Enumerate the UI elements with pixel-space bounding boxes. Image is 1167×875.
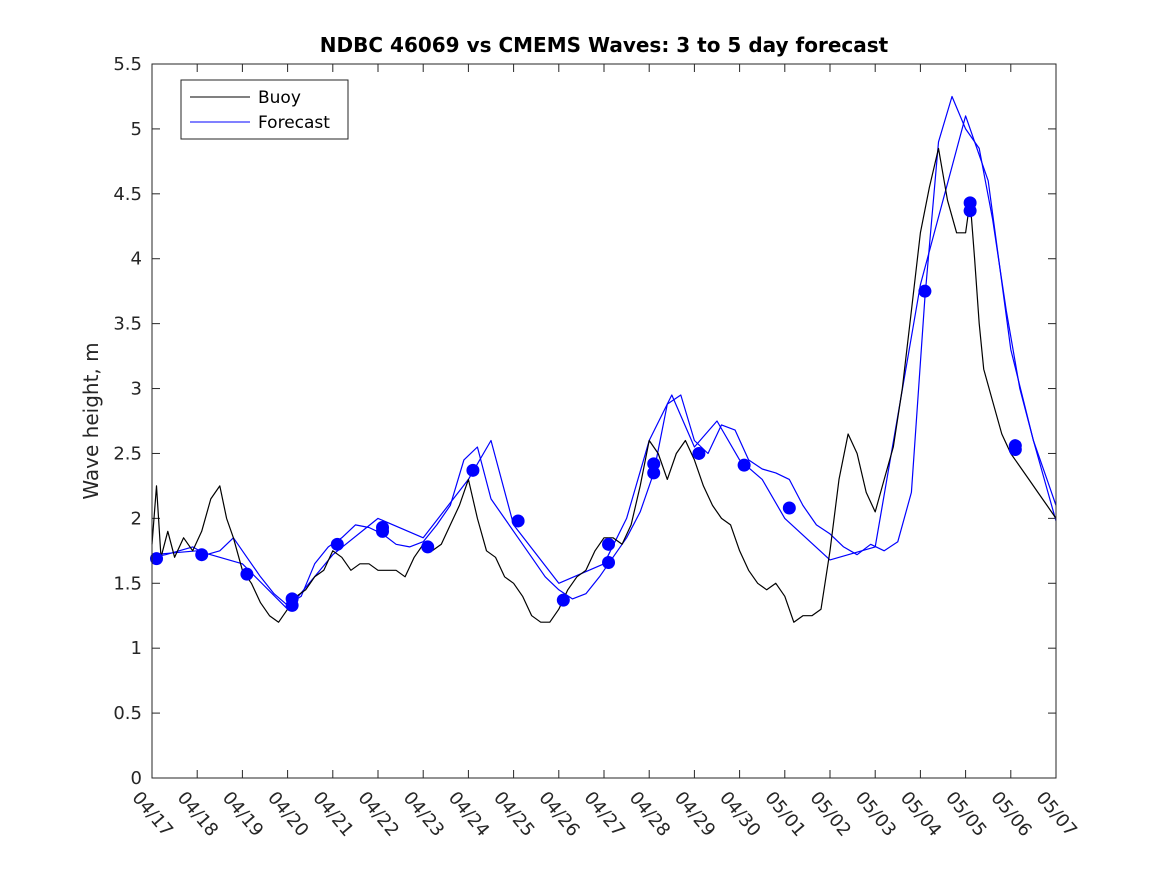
legend-buoy-label: Buoy xyxy=(258,88,301,108)
forecast-marker xyxy=(782,501,796,515)
forecast-marker xyxy=(963,196,977,210)
y-tick-label: 2.5 xyxy=(113,443,142,464)
y-tick-label: 1.5 xyxy=(113,573,142,594)
y-tick-label: 2 xyxy=(131,508,142,529)
y-tick-label: 4 xyxy=(131,249,142,270)
forecast-marker xyxy=(602,556,616,570)
forecast-marker xyxy=(602,537,616,551)
forecast-marker xyxy=(918,284,932,298)
legend: Buoy Forecast xyxy=(180,79,349,140)
forecast-marker xyxy=(195,548,209,562)
forecast-marker xyxy=(647,457,661,471)
y-tick-label: 5 xyxy=(131,119,142,140)
y-axis-label: Wave height, m xyxy=(79,342,103,499)
y-tick-label: 1 xyxy=(131,638,142,659)
forecast-marker xyxy=(421,540,435,554)
plot-frame xyxy=(151,63,1057,779)
forecast-marker xyxy=(737,458,751,472)
y-axis: 0 0.5 1 1.5 2 2.5 3 3.5 4 4.5 5 5.5 xyxy=(113,54,1056,789)
forecast-marker xyxy=(330,537,344,551)
legend-box xyxy=(180,79,349,140)
y-tick-label: 5.5 xyxy=(113,54,142,75)
forecast-marker xyxy=(692,446,706,460)
forecast-marker xyxy=(1008,439,1022,453)
forecast-marker xyxy=(647,466,661,480)
legend-forecast-label: Forecast xyxy=(258,113,330,133)
forecast-marker xyxy=(466,463,480,477)
y-tick-label: 4.5 xyxy=(113,184,142,205)
y-tick-label: 3.5 xyxy=(113,314,142,335)
forecast-marker xyxy=(150,552,164,566)
forecast-marker xyxy=(556,593,570,607)
y-tick-label: 0.5 xyxy=(113,703,142,724)
y-tick-label: 0 xyxy=(131,768,142,789)
forecast-marker xyxy=(240,567,254,581)
forecast-series-line xyxy=(151,115,1057,610)
marker-layer xyxy=(150,196,1022,612)
chart-title: NDBC 46069 vs CMEMS Waves: 3 to 5 day fo… xyxy=(320,33,889,57)
plot-area xyxy=(152,64,1056,778)
y-tick-label: 3 xyxy=(131,379,142,400)
forecast-marker xyxy=(376,520,390,534)
forecast-marker xyxy=(511,514,525,528)
forecast-marker xyxy=(285,592,299,606)
